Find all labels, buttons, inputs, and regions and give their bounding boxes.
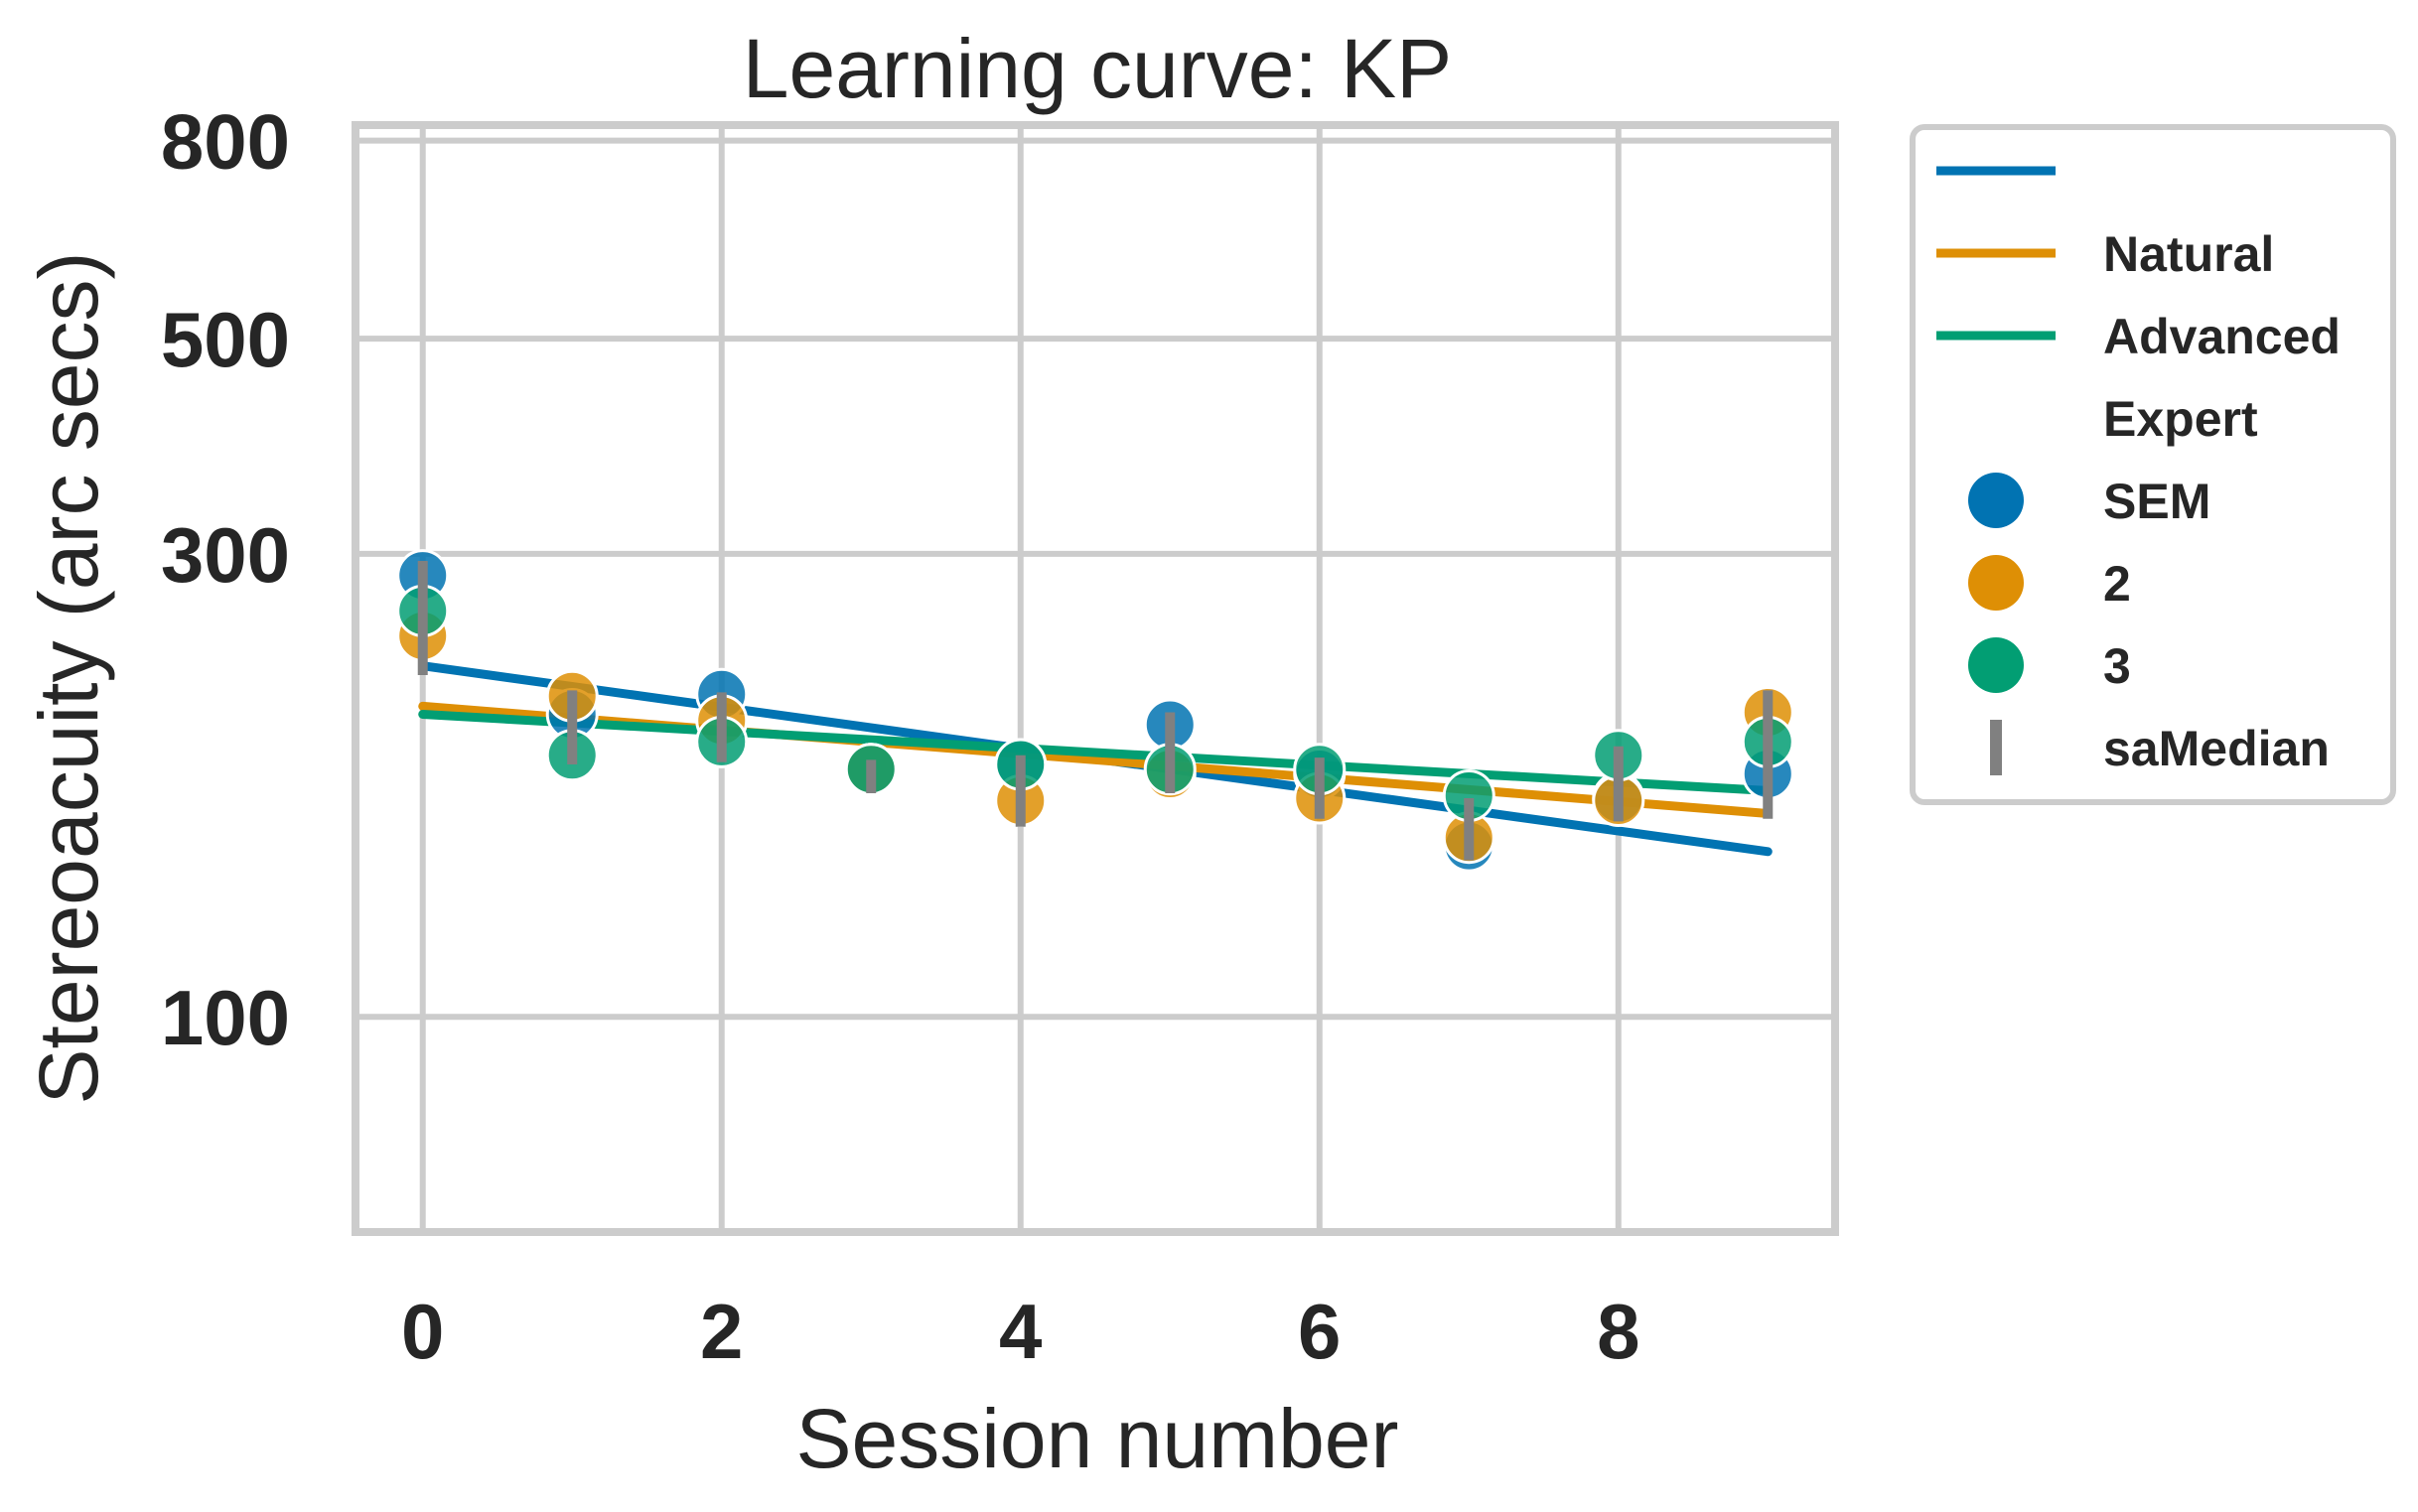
legend-label: Expert [2103,391,2258,447]
legend-label: SEM [2103,474,2210,529]
legend-marker-swatch [1968,473,2024,528]
tick-labels: 0 2 4 6 8 100 300 500 800 [161,98,1640,1375]
fit-lines [418,661,1773,857]
legend: Natural Advanced Expert SEM 2 3 saMedian [1910,124,2396,805]
x-tick-label: 8 [1597,1288,1639,1375]
y-tick-label: 300 [161,511,290,599]
legend-marker-swatch [1968,637,2024,693]
y-tick-label: 100 [161,974,290,1061]
legend-label: Natural [2103,226,2274,282]
x-tick-label: 2 [700,1288,743,1375]
y-axis-label: Stereoacuity (arc secs) [22,252,115,1105]
chart-title: Learning curve: KP [743,22,1452,115]
legend-frame [1910,124,2396,805]
error-bars [417,561,1774,861]
x-axis-label: Session number [796,1392,1399,1485]
plot-frame [352,121,1839,1236]
legend-label: saMedian [2103,721,2330,776]
legend-label: 3 [2103,638,2131,694]
x-tick-label: 6 [1298,1288,1341,1375]
legend-label: Advanced [2103,309,2341,364]
y-tick-label: 800 [161,98,290,186]
y-tick-label: 500 [161,296,290,383]
legend-marker-swatch [1968,555,2024,611]
gridlines [356,125,1835,1232]
x-tick-label: 4 [999,1288,1042,1375]
legend-label: 2 [2103,556,2131,612]
fit-line [418,710,1773,795]
x-tick-label: 0 [401,1288,444,1375]
